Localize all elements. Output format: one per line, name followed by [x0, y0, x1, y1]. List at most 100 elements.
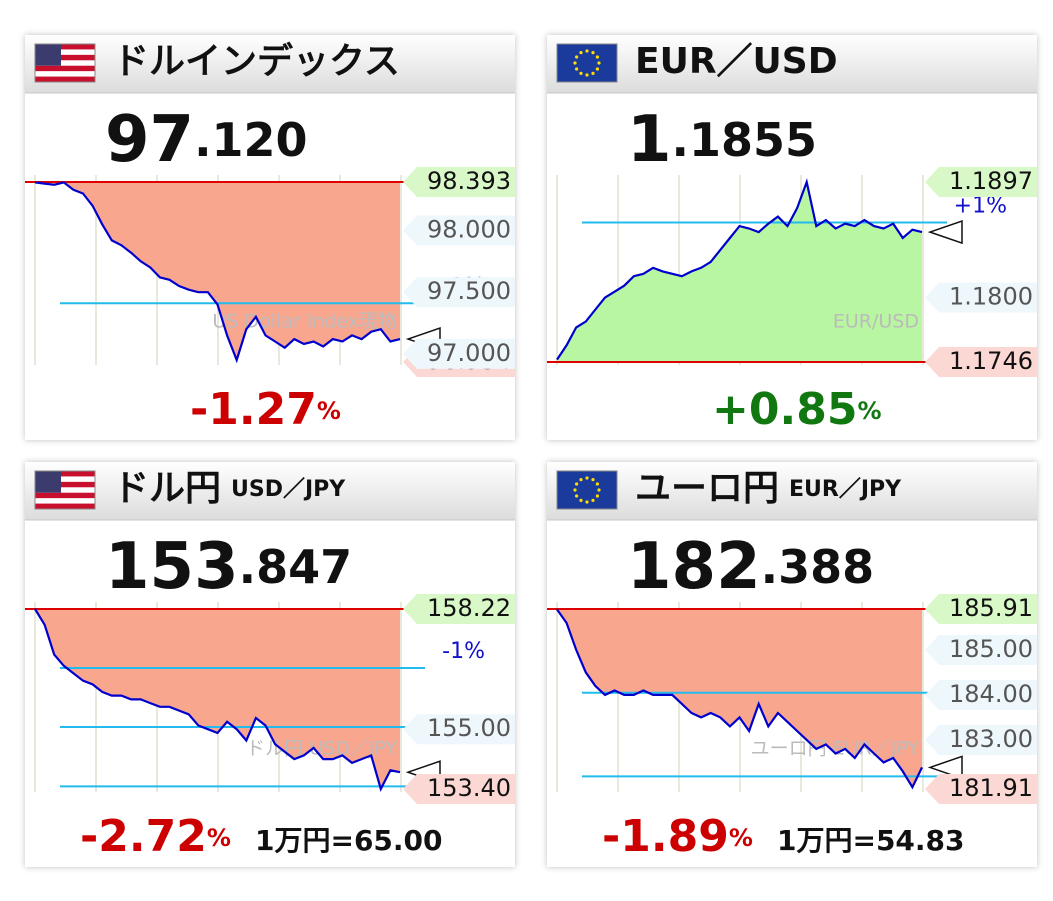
y-tick-label: 184.00	[949, 680, 1033, 708]
watermark: ユーロ円 EUR／JPY	[751, 738, 920, 760]
area	[557, 182, 922, 362]
flag-star	[595, 494, 599, 498]
tick-box	[403, 594, 515, 624]
flag-star	[595, 55, 599, 59]
flag-star	[579, 478, 583, 482]
price-dec: .388	[761, 540, 875, 594]
tick-box	[925, 347, 1037, 377]
price: 153.847	[105, 530, 352, 604]
area	[35, 609, 400, 789]
price-line	[556, 178, 923, 361]
area	[557, 609, 922, 788]
price: 182.388	[627, 530, 874, 604]
flag-star	[585, 476, 589, 480]
flag-stripe	[35, 492, 95, 499]
price-dec: .1855	[672, 113, 818, 167]
flag-border	[556, 43, 618, 83]
price-line	[34, 181, 401, 364]
flag-stripe	[35, 60, 95, 67]
y-tick-label: 158.22	[427, 594, 511, 622]
change: -1.27%	[190, 384, 341, 435]
flag-star	[591, 478, 595, 482]
header-bar	[547, 35, 1037, 93]
y-tick-label: 1.1897	[949, 167, 1033, 195]
price-int: 97	[105, 103, 194, 177]
flag-stripe	[35, 65, 95, 72]
flag-border	[34, 470, 96, 510]
flag-star	[595, 67, 599, 71]
flag-star	[591, 498, 595, 502]
tick-box	[925, 282, 1037, 313]
y-tick-label: 185.91	[949, 594, 1033, 622]
flag-star	[579, 51, 583, 55]
price-int: 1	[627, 103, 672, 177]
y-tick-label: 97.000	[427, 339, 511, 367]
flag-stripe	[35, 49, 95, 56]
flag-stripe	[35, 498, 95, 505]
header-bar	[25, 462, 515, 520]
watermark: US Dollar Index現物	[212, 311, 397, 333]
watermark: ドル円 USD／JPY	[246, 738, 397, 760]
change-unit: %	[857, 397, 881, 425]
flag-stripe	[35, 76, 95, 83]
flag-star	[573, 488, 577, 492]
rate: 1万円=54.83	[777, 824, 965, 857]
flag-star	[575, 55, 579, 59]
flag-star	[597, 488, 601, 492]
pct-label: +1%	[954, 194, 1007, 219]
flag-star	[591, 51, 595, 55]
tick-box	[925, 594, 1037, 624]
flag-star	[573, 61, 577, 65]
title-main: EUR／USD	[635, 41, 838, 82]
tick-box	[403, 338, 515, 369]
panel-svg: ユーロ円 EUR／JPY 182.388 ユーロ円 EUR／JPY 181.91 183.…	[547, 462, 1037, 862]
flag-star	[597, 61, 601, 65]
tick-box	[925, 167, 1037, 197]
price-int: 153	[105, 530, 239, 604]
flag-star	[575, 67, 579, 71]
tick-box	[403, 774, 515, 804]
panel: ドル円 USD／JPY 153.847 -1% ドル円 USD／JPY 153.40 155…	[25, 462, 515, 867]
flag-star	[575, 494, 579, 498]
change-num: +0.85	[712, 384, 857, 435]
tick-box	[925, 724, 1037, 755]
flag-stripe	[35, 481, 95, 488]
flag-star	[585, 73, 589, 77]
tick-box	[925, 634, 1037, 665]
pct-label: -1%	[442, 639, 485, 664]
price-dec: .120	[194, 113, 308, 167]
watermark: EUR/USD	[833, 311, 919, 333]
tick-box	[403, 215, 515, 246]
tick-box	[925, 679, 1037, 710]
tick-box	[403, 277, 515, 308]
change: -1.89%	[602, 811, 753, 862]
flag-star	[579, 71, 583, 75]
last-marker	[927, 755, 963, 780]
y-tick-label: 1.1800	[949, 283, 1033, 311]
flag-stripe	[35, 471, 95, 477]
tick-box	[403, 714, 515, 745]
flag-star	[579, 498, 583, 502]
flag-border	[556, 470, 618, 510]
change-unit: %	[729, 824, 753, 852]
panel: ユーロ円 EUR／JPY 182.388 ユーロ円 EUR／JPY 181.91 183.…	[547, 462, 1037, 867]
y-tick-label: 1.1746	[949, 347, 1033, 375]
y-tick-label: 98.393	[427, 167, 511, 195]
panel-svg: EUR／USD 1.1855 +1% EUR/USD 1.1746 1.1800 1.189…	[547, 35, 1037, 435]
flag-border	[34, 43, 96, 83]
header-bar	[25, 35, 515, 93]
y-tick-label: 185.00	[949, 635, 1033, 663]
price-line	[556, 608, 923, 790]
tick-box	[403, 167, 515, 197]
y-tick-label: 97.500	[427, 277, 511, 305]
panel-title: ドル円 USD／JPY	[113, 468, 346, 509]
change-unit: %	[207, 824, 231, 852]
price-line	[34, 608, 401, 792]
last-marker	[927, 220, 963, 245]
flag-stripe	[35, 476, 95, 483]
flag-canton	[35, 471, 61, 493]
flag-stripe	[35, 44, 95, 50]
y-tick-label: 181.91	[949, 774, 1033, 802]
flag-star	[591, 71, 595, 75]
